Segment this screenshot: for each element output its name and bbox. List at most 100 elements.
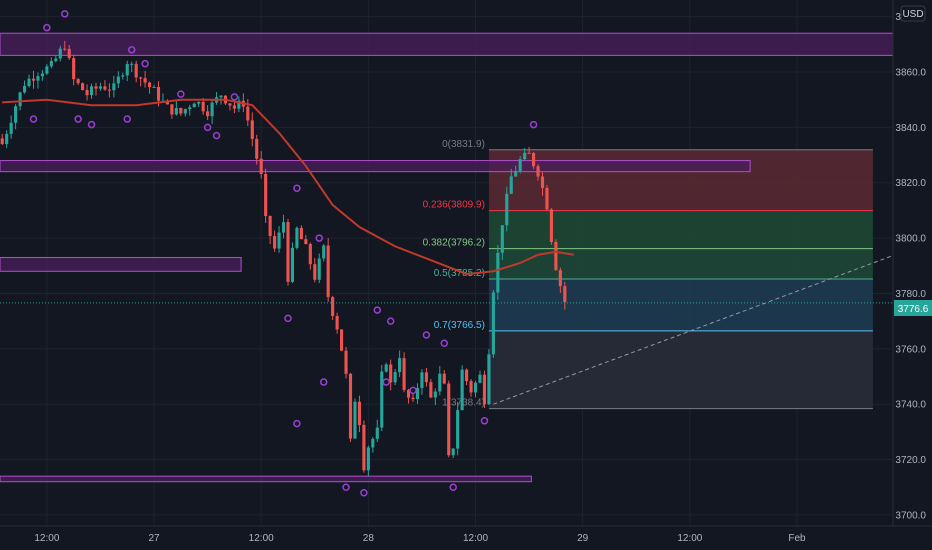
candle-body <box>183 109 187 114</box>
candle-body <box>335 316 339 330</box>
candle-body <box>130 63 134 65</box>
candle-body <box>451 448 455 456</box>
candle-body <box>156 86 161 101</box>
pivot-marker <box>342 483 350 491</box>
candle-body <box>232 105 236 109</box>
candle-body <box>473 382 478 393</box>
candle-body <box>116 76 120 84</box>
candle-body <box>27 78 31 86</box>
candle-body <box>308 244 312 265</box>
x-tick-label: 27 <box>148 533 160 544</box>
candle-body <box>411 397 415 400</box>
fibonacci-levels: 0(3831.9) 0.236(3809.9) 0.382(3796.2) 0.5(3… <box>423 139 873 410</box>
candle-body <box>273 235 277 249</box>
pivot-marker <box>127 46 136 54</box>
pivot-marker <box>480 417 489 425</box>
pivot-marker <box>141 59 149 68</box>
x-tick-label: 12:00 <box>677 533 702 544</box>
candle-body <box>433 391 437 398</box>
candle-body <box>371 438 375 448</box>
pivot-marker <box>386 317 395 325</box>
candle-body <box>558 270 562 287</box>
fib-band <box>488 248 873 280</box>
candle-body <box>143 78 147 83</box>
currency-badge[interactable]: USD <box>900 5 926 22</box>
candle-body <box>375 427 379 439</box>
y-tick-label: 3800.0 <box>895 234 926 245</box>
candle-body <box>317 258 321 280</box>
candle-body <box>94 86 98 89</box>
candle-body <box>81 83 85 91</box>
candle-body <box>49 61 53 67</box>
price-scale-background[interactable] <box>893 0 932 526</box>
pivot-marker <box>373 306 382 314</box>
pivot-marker <box>529 120 538 129</box>
currency-label: USD <box>902 9 923 20</box>
time-scale-background[interactable] <box>0 526 932 550</box>
y-tick-label: 3700.0 <box>895 510 926 521</box>
candle-body <box>286 222 290 282</box>
candle-body <box>165 100 170 105</box>
candle-body <box>121 75 125 77</box>
y-tick-label: 3820.0 <box>895 178 926 189</box>
candle-body <box>277 232 281 249</box>
fib-level-label: 0.236(3809.9) <box>423 200 485 211</box>
candle-body <box>496 252 500 293</box>
candle-body <box>505 193 509 226</box>
candle-body <box>22 85 27 93</box>
candle-body <box>103 86 107 90</box>
candle-body <box>67 48 71 59</box>
candle-body <box>402 358 406 390</box>
fib-level-label: 0.5(3785.2) <box>434 268 485 279</box>
candle-body <box>304 239 308 245</box>
fib-band <box>488 210 873 249</box>
candle-body <box>532 153 536 167</box>
price-zone <box>0 160 751 173</box>
candle-body <box>210 102 214 117</box>
candle-body <box>491 292 495 355</box>
candle-body <box>509 176 513 194</box>
candle-body <box>482 374 487 405</box>
moving-average <box>2 98 574 276</box>
pivot-marker <box>449 483 457 491</box>
candle-body <box>45 66 49 74</box>
fib-band <box>488 279 873 331</box>
x-tick-label: Feb <box>788 533 806 544</box>
candle-body <box>353 401 357 439</box>
pivot-marker <box>409 386 417 395</box>
candle-body <box>188 107 192 110</box>
candle-body <box>36 76 40 81</box>
candle-body <box>0 138 4 145</box>
candle-body <box>192 103 196 108</box>
candle-body <box>326 245 330 298</box>
candle-body <box>380 371 384 428</box>
candle-body <box>554 242 558 271</box>
candle-body <box>518 159 522 171</box>
x-tick-label: 12:00 <box>249 533 274 544</box>
candle-body <box>545 187 549 210</box>
pivot-marker <box>203 123 212 132</box>
candle-body <box>299 227 303 240</box>
pivot-marker <box>440 339 449 348</box>
pivot-marker <box>87 120 96 129</box>
pivot-marker <box>29 115 38 123</box>
candle-body <box>107 89 111 91</box>
y-tick-label: 3740.0 <box>895 400 926 411</box>
candle-body <box>313 264 317 280</box>
current-price-label: 3776.6 <box>898 304 929 315</box>
candle-body <box>514 170 518 177</box>
candle-body <box>563 286 567 303</box>
candle-body <box>76 79 80 84</box>
time-scale: 12:00 27 12:00 28 12:00 29 12:00 Feb <box>34 533 806 544</box>
candle-body <box>540 176 545 188</box>
candle-body <box>5 133 9 145</box>
candle-body <box>152 86 156 88</box>
fib-band <box>488 149 873 211</box>
current-price-badge: 3776.6 <box>894 300 932 316</box>
candle-body <box>268 216 272 236</box>
candle-body <box>98 86 103 89</box>
candle-body <box>362 424 366 471</box>
candle-body <box>255 138 259 159</box>
y-tick-label: 3760.0 <box>895 344 926 355</box>
